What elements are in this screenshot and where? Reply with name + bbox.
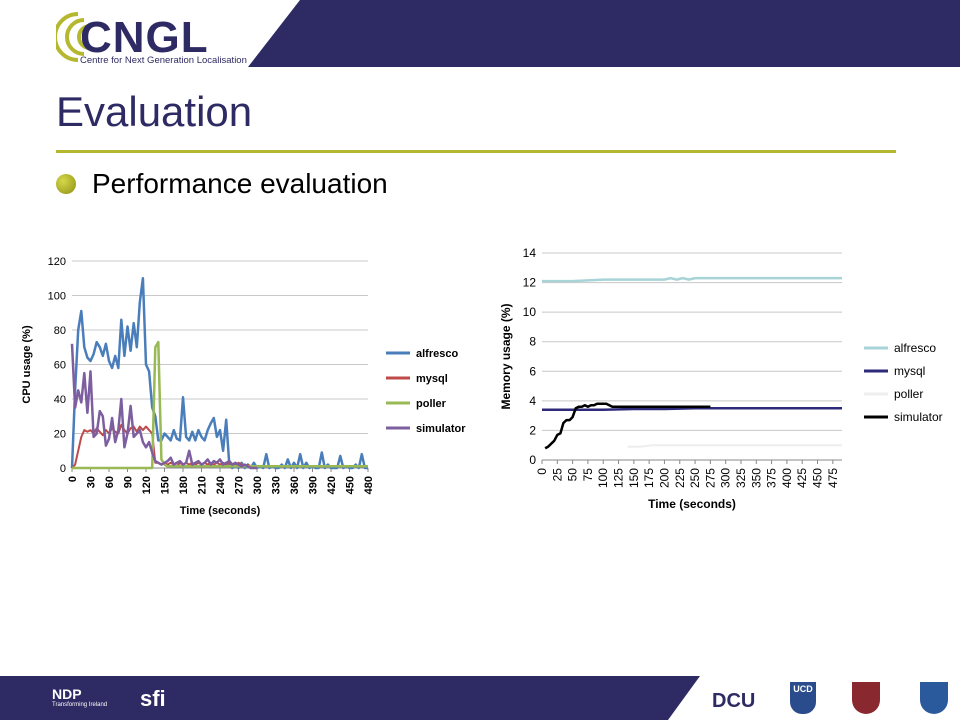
title-divider: [56, 150, 896, 153]
x-tick-label: 150: [627, 468, 641, 488]
dcu-logo: DCU: [712, 690, 756, 712]
x-tick-label: 325: [734, 468, 748, 488]
y-tick-label: 2: [529, 423, 536, 437]
y-tick-label: 8: [529, 335, 536, 349]
y-axis-label: Memory usage (%): [499, 303, 513, 409]
y-tick-label: 12: [523, 276, 537, 290]
ndp-logo: NDP Transforming Ireland: [52, 686, 107, 708]
x-tick-label: 225: [673, 468, 687, 488]
x-tick-label: 210: [197, 476, 209, 494]
x-tick-label: 250: [688, 468, 702, 488]
memory-usage-chart: 0 2 4 6 8 10 12 14 0 25 50 75 100 125 150 175 200 225 250 2…: [490, 238, 950, 518]
x-tick-label: 90: [123, 476, 135, 488]
series-line-poller: [72, 340, 368, 470]
x-tick-label: 450: [345, 476, 357, 494]
x-tick-label: 375: [765, 468, 779, 488]
slide-title: Evaluation: [56, 88, 253, 135]
y-tick-label: 0: [60, 463, 66, 475]
legend-label-mysql: mysql: [894, 364, 925, 378]
x-axis-label: Time (seconds): [648, 497, 736, 511]
legend-label-mysql: mysql: [416, 373, 448, 385]
x-tick-label: 30: [86, 476, 98, 488]
y-tick-label: 4: [529, 394, 536, 408]
x-axis-label: Time (seconds): [180, 505, 261, 517]
y-tick-label: 6: [529, 364, 536, 378]
x-tick-label: 390: [308, 476, 320, 494]
x-tick-label: 60: [104, 476, 116, 488]
ndp-logo-text: NDP: [52, 686, 82, 702]
y-tick-label: 10: [523, 305, 537, 319]
x-tick-label: 400: [780, 468, 794, 488]
series-line-simulator: [544, 402, 711, 450]
cpu-usage-chart: 0 20 40 60 80 100 120 0 30 60 90 120 150 180 210 240 270…: [14, 246, 474, 526]
y-axis-label: CPU usage (%): [21, 325, 33, 404]
y-tick-label: 20: [54, 429, 66, 441]
x-tick-label: 150: [160, 476, 172, 494]
x-tick-label: 50: [566, 468, 580, 482]
footer-shape: [0, 676, 700, 720]
x-tick-label: 120: [141, 476, 153, 494]
x-tick-label: 200: [657, 468, 671, 488]
legend-label-alfresco: alfresco: [416, 348, 458, 360]
y-tick-label: 120: [48, 256, 66, 268]
legend-label-simulator: simulator: [416, 423, 466, 435]
series-line-poller: [627, 444, 842, 448]
x-tick-label: 480: [363, 476, 375, 494]
legend-label-poller: poller: [894, 387, 923, 401]
bullet-text: Performance evaluation: [92, 168, 388, 199]
x-tick-label: 25: [550, 468, 564, 482]
ndp-logo-subtext: Transforming Ireland: [52, 702, 108, 708]
x-tick-label: 125: [612, 468, 626, 488]
series-line-simulator: [70, 343, 257, 470]
legend-label-poller: poller: [416, 398, 447, 410]
series-line-alfresco: [70, 277, 368, 470]
footer-band: NDP Transforming Ireland sfi DCU UCD: [0, 676, 960, 720]
ul-crest: [920, 682, 948, 714]
logo-subtitle: Centre for Next Generation Localisation: [80, 55, 247, 66]
header-shape: [248, 0, 960, 67]
y-tick-label: 40: [54, 394, 66, 406]
tcd-crest: [852, 682, 880, 714]
x-tick-label: 300: [252, 476, 264, 494]
ucd-logo: UCD: [790, 682, 816, 714]
header-band: [0, 0, 960, 67]
y-tick-label: 0: [529, 453, 536, 467]
x-tick-label: 275: [703, 468, 717, 488]
bullet-icon: [56, 174, 76, 194]
x-tick-label: 425: [795, 468, 809, 488]
x-tick-label: 475: [826, 468, 840, 488]
logo-text: CNGL: [80, 13, 209, 62]
series-line-alfresco: [542, 276, 842, 283]
y-tick-label: 14: [523, 246, 537, 260]
y-tick-label: 60: [54, 360, 66, 372]
x-tick-label: 100: [596, 468, 610, 488]
x-tick-label: 420: [326, 476, 338, 494]
legend-label-alfresco: alfresco: [894, 341, 936, 355]
x-tick-label: 180: [178, 476, 190, 494]
cpu-usage-chart-svg: 0 20 40 60 80 100 120 0 30 60 90 120 150 180 210 240 270…: [21, 256, 466, 517]
x-tick-label: 270: [234, 476, 246, 494]
y-tick-label: 80: [54, 325, 66, 337]
x-tick-label: 75: [581, 468, 595, 482]
sfi-logo: sfi: [140, 686, 166, 711]
signal-waves-icon: [56, 12, 91, 62]
y-tick-label: 100: [48, 291, 66, 303]
x-tick-label: 0: [535, 468, 549, 475]
series-line-mysql: [542, 407, 842, 411]
x-tick-label: 450: [811, 468, 825, 488]
x-tick-label: 350: [749, 468, 763, 488]
x-tick-label: 0: [67, 476, 79, 482]
x-tick-label: 240: [215, 476, 227, 494]
x-tick-label: 360: [289, 476, 301, 494]
legend-label-simulator: simulator: [894, 410, 943, 424]
cngl-logo: [56, 8, 246, 68]
x-tick-label: 330: [271, 476, 283, 494]
x-tick-label: 175: [642, 468, 656, 488]
x-tick-label: 300: [719, 468, 733, 488]
